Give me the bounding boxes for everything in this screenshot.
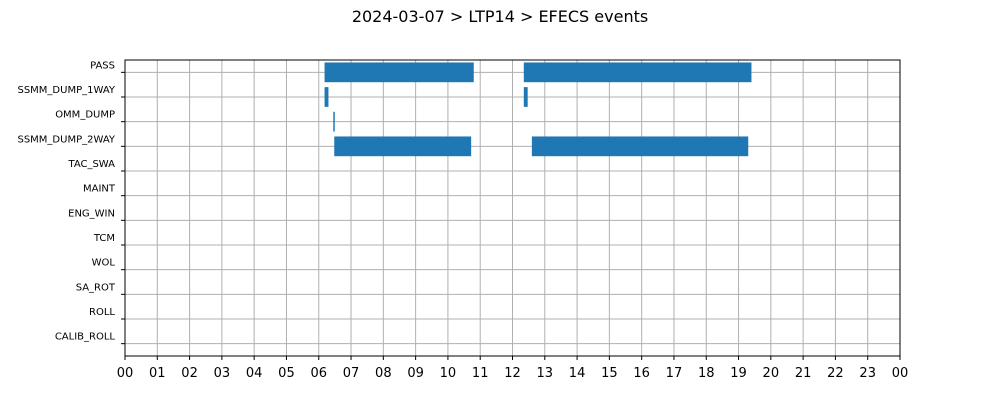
x-tick-label: 07 [343, 366, 360, 381]
x-tick-label: 00 [892, 366, 909, 381]
x-tick-label: 19 [730, 366, 747, 381]
y-tick-label: TCM [93, 233, 115, 244]
x-tick-label: 18 [698, 366, 715, 381]
event-bar [324, 62, 474, 83]
x-tick-label: 06 [310, 366, 327, 381]
y-tick-label: WOL [92, 258, 116, 269]
x-tick-label: 15 [601, 366, 618, 381]
x-tick-label: 11 [472, 366, 489, 381]
event-bar [531, 136, 749, 157]
event-bar [324, 87, 329, 107]
x-tick-label: 01 [149, 366, 166, 381]
x-tick-label: 09 [407, 366, 424, 381]
y-tick-label: PASS [90, 60, 115, 71]
x-tick-label: 21 [795, 366, 812, 381]
x-tick-label: 00 [117, 366, 134, 381]
y-tick-label: ROLL [89, 307, 115, 318]
event-bar [334, 136, 472, 157]
x-tick-label: 02 [181, 366, 198, 381]
x-tick-label: 14 [569, 366, 586, 381]
x-tick-label: 05 [278, 366, 295, 381]
y-tick-label: OMM_DUMP [55, 110, 115, 121]
x-tick-label: 08 [375, 366, 392, 381]
event-bar [523, 62, 752, 83]
chart-title: 2024-03-07 > LTP14 > EFECS events [352, 7, 648, 26]
x-tick-label: 12 [504, 366, 521, 381]
y-tick-label: SSMM_DUMP_2WAY [17, 134, 115, 145]
y-tick-label: SA_ROT [76, 282, 116, 293]
event-bars [324, 62, 752, 157]
x-tick-label: 20 [763, 366, 780, 381]
x-tick-label: 22 [827, 366, 844, 381]
y-tick-label: SSMM_DUMP_1WAY [17, 85, 115, 96]
y-tick-label: ENG_WIN [68, 208, 115, 219]
y-tick-label: TAC_SWA [67, 159, 115, 170]
x-tick-label: 03 [214, 366, 231, 381]
event-bar [333, 111, 335, 132]
x-tick-label: 10 [440, 366, 457, 381]
x-tick-label: 17 [666, 366, 683, 381]
event-bar [523, 87, 528, 107]
y-tick-label: CALIB_ROLL [55, 332, 116, 343]
grid-lines [124, 60, 901, 356]
x-tick-label: 13 [537, 366, 554, 381]
y-tick-label: MAINT [83, 184, 116, 195]
x-axis: 00 01 02 03 04 05 06 07 08 09 10 11 12 13 14 15 16 17 18 19… [117, 356, 909, 381]
x-tick-label: 23 [859, 366, 876, 381]
x-tick-label: 04 [246, 366, 263, 381]
x-tick-label: 16 [633, 366, 650, 381]
y-axis: PASS SSMM_DUMP_1WAY OMM_DUMP SSMM_DUMP_2WAY… [17, 60, 125, 345]
